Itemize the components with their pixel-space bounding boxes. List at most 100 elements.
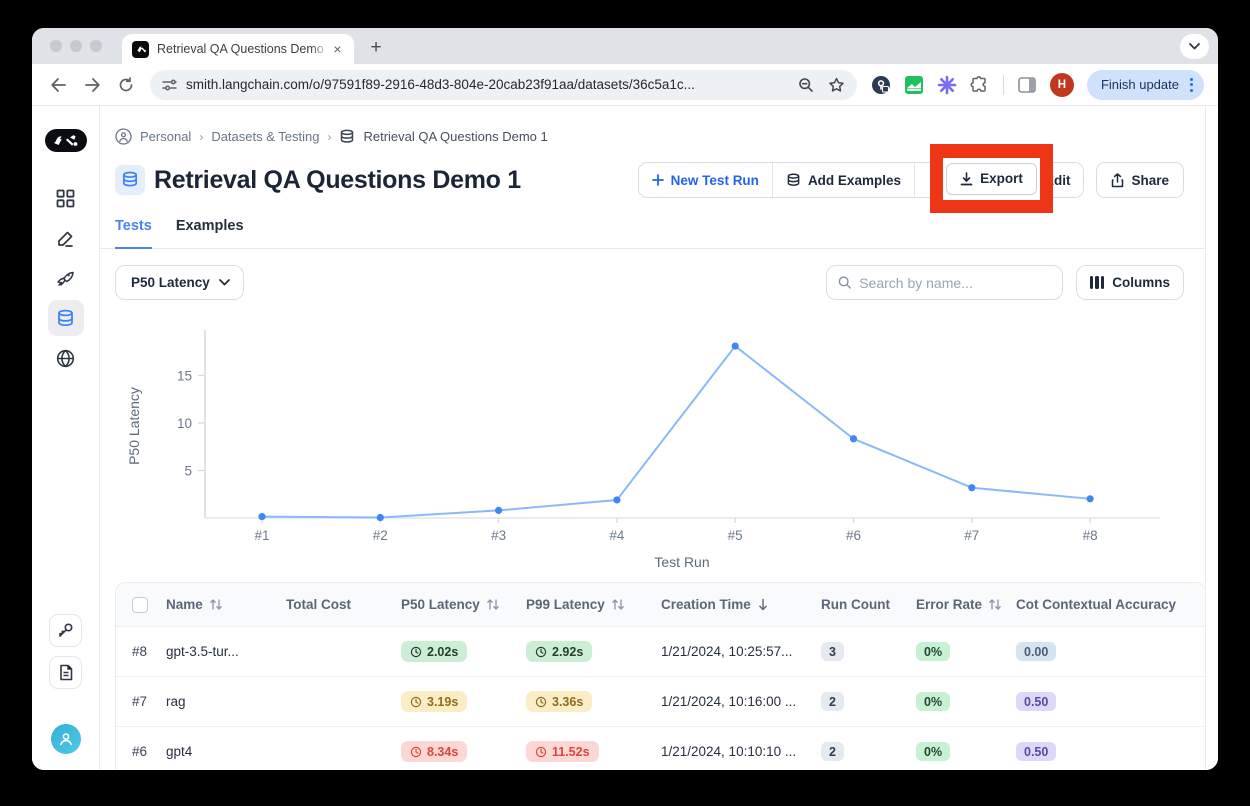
- data-point[interactable]: [731, 342, 739, 350]
- latency-chart: 5 10 15 #1 #2 #3 #4 #5 #6 #7 #8 P50 Latency Test Run: [115, 324, 1205, 574]
- tab-tests[interactable]: Tests: [115, 218, 152, 249]
- y-tick-label: 5: [184, 464, 192, 479]
- window-controls[interactable]: [32, 28, 122, 64]
- clock-icon: [410, 646, 422, 657]
- forward-icon[interactable]: [78, 71, 106, 99]
- run-count: 2: [821, 692, 916, 711]
- kebab-menu-icon[interactable]: [1185, 77, 1198, 92]
- breadcrumb-datasets-testing[interactable]: Datasets & Testing: [211, 129, 320, 144]
- site-settings-icon[interactable]: [162, 78, 177, 92]
- finish-update-button[interactable]: Finish update: [1086, 69, 1204, 100]
- column-header-p50-latency[interactable]: P50 Latency: [401, 597, 526, 612]
- metric-dropdown[interactable]: P50 Latency: [115, 265, 244, 300]
- tab-search-chevron-icon[interactable]: [1180, 34, 1209, 59]
- x-tick-label: #7: [964, 528, 979, 543]
- api-keys-button[interactable]: [49, 614, 82, 647]
- data-point[interactable]: [849, 435, 858, 443]
- sidebar-item-deployments[interactable]: [48, 260, 84, 296]
- breadcrumb: Personal › Datasets & Testing › Retrieva…: [115, 128, 1184, 145]
- table-row-7[interactable]: #7 rag 3.19s 3.36s 1/21/2024, 10:16:00 ... 2 0…: [116, 677, 1205, 727]
- clock-icon: [410, 746, 422, 757]
- column-header-creation-time[interactable]: Creation Time: [661, 597, 821, 612]
- back-icon[interactable]: [44, 71, 72, 99]
- data-point[interactable]: [613, 496, 621, 504]
- breadcrumb-personal[interactable]: Personal: [140, 129, 192, 144]
- run-count-badge: 2: [821, 692, 844, 711]
- docs-button[interactable]: [49, 656, 82, 689]
- share-button[interactable]: Share: [1096, 162, 1184, 198]
- data-point[interactable]: [376, 513, 384, 522]
- table-row-6[interactable]: #6 gpt4 8.34s 11.52s 1/21/2024, 10:10:10 ...…: [116, 727, 1205, 770]
- run-number: #8: [132, 644, 148, 659]
- p50-latency: 8.34s: [401, 741, 526, 762]
- extensions-puzzle-icon[interactable]: [970, 75, 990, 95]
- data-point[interactable]: [968, 484, 976, 492]
- column-header-p99-latency[interactable]: P99 Latency: [526, 597, 661, 612]
- zoom-out-icon[interactable]: [798, 77, 814, 93]
- accuracy-badge: 0.50: [1016, 742, 1057, 761]
- search-input[interactable]: [859, 274, 1051, 291]
- sidebar-item-projects[interactable]: [48, 180, 84, 216]
- toolbar-divider: [1002, 74, 1004, 95]
- x-tick-label: #6: [846, 528, 861, 543]
- sidebar-item-datasets[interactable]: [47, 300, 84, 336]
- column-header-total-cost[interactable]: Total Cost: [286, 597, 351, 612]
- error-rate-badge: 0%: [916, 692, 951, 711]
- run-count-badge: 3: [821, 642, 844, 661]
- error-rate: 0%: [916, 642, 1016, 661]
- green-extension-icon[interactable]: [904, 75, 924, 95]
- table-body: #8 gpt-3.5-tur... 2.02s 2.92s 1/21/2024, 10:…: [116, 627, 1205, 770]
- data-point[interactable]: [495, 506, 503, 514]
- tab-close-icon[interactable]: ×: [333, 40, 342, 57]
- export-button[interactable]: Export: [946, 162, 1037, 195]
- minimize-window-button[interactable]: [70, 40, 82, 52]
- header-actions: New Test Run Add Examples Edit: [637, 162, 1184, 198]
- columns-button[interactable]: Columns: [1075, 265, 1184, 300]
- side-panel-icon[interactable]: [1017, 75, 1037, 95]
- add-examples-button[interactable]: Add Examples: [773, 163, 915, 197]
- close-window-button[interactable]: [50, 40, 62, 52]
- accuracy-badge: 0.00: [1016, 642, 1057, 661]
- column-header-name[interactable]: Name: [166, 597, 286, 612]
- browser-profile-avatar[interactable]: H: [1049, 72, 1074, 97]
- bookmark-star-icon[interactable]: [828, 77, 845, 93]
- data-point[interactable]: [258, 512, 266, 521]
- column-header-cot-contextual-accuracy[interactable]: Cot Contextual Accuracy: [1016, 597, 1177, 612]
- run-count-badge: 2: [821, 742, 844, 761]
- tab-title: Retrieval QA Questions Demo: [157, 42, 329, 56]
- url-bar[interactable]: smith.langchain.com/o/97591f89-2916-48d3…: [150, 69, 857, 100]
- maximize-window-button[interactable]: [90, 40, 102, 52]
- new-test-run-button[interactable]: New Test Run: [639, 163, 773, 197]
- dataset-icon: [115, 165, 145, 195]
- langsmith-favicon: [132, 40, 149, 58]
- breadcrumb-current[interactable]: Retrieval QA Questions Demo 1: [363, 129, 548, 144]
- browser-tab[interactable]: Retrieval QA Questions Demo ×: [122, 34, 354, 64]
- select-all-cell: [116, 596, 166, 613]
- tab-examples[interactable]: Examples: [175, 218, 244, 234]
- clock-icon: [535, 646, 547, 657]
- run-number: #6: [132, 744, 148, 759]
- p50-latency-pill: 3.19s: [401, 691, 468, 712]
- langsmith-logo[interactable]: [44, 129, 87, 152]
- browser-window: Retrieval QA Questions Demo × + smith.la…: [32, 28, 1218, 770]
- select-all-checkbox[interactable]: [132, 596, 148, 613]
- reload-icon[interactable]: [112, 71, 140, 99]
- user-avatar[interactable]: [50, 724, 81, 754]
- column-header-error-rate[interactable]: Error Rate: [916, 597, 1016, 612]
- run-count: 3: [821, 642, 916, 661]
- p50-latency-pill: 8.34s: [401, 741, 468, 762]
- sidebar-item-annotation[interactable]: [48, 220, 84, 256]
- password-manager-extension-icon[interactable]: [871, 75, 891, 95]
- url-text[interactable]: smith.langchain.com/o/97591f89-2916-48d3…: [186, 77, 695, 92]
- new-tab-button[interactable]: +: [370, 37, 382, 58]
- sidebar-item-hub[interactable]: [48, 340, 84, 376]
- column-header-run-count[interactable]: Run Count: [821, 597, 890, 612]
- creation-time: 1/21/2024, 10:25:57...: [661, 644, 793, 659]
- search-box[interactable]: [825, 265, 1063, 300]
- data-point[interactable]: [1086, 495, 1094, 503]
- table-row-8[interactable]: #8 gpt-3.5-tur... 2.02s 2.92s 1/21/2024, 10:…: [116, 627, 1205, 677]
- sort-icon: [209, 599, 222, 610]
- clock-icon: [535, 696, 547, 707]
- purple-extension-icon[interactable]: [937, 75, 957, 95]
- x-tick-label: #8: [1083, 528, 1098, 543]
